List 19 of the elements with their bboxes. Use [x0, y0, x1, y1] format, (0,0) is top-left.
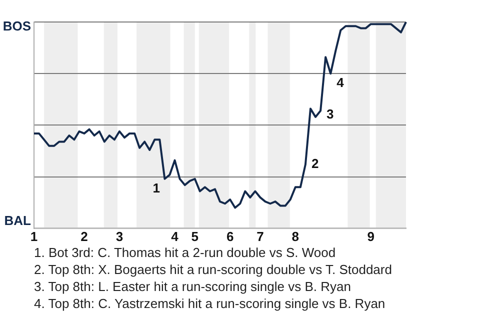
text: 4. Top 8th: C. Yastrzemski hit a run-scoring single vs B. Ryan: [34, 295, 386, 312]
x-tick-label: 2: [80, 228, 88, 244]
text: 2. Top 8th: X. Bogaerts hit a run-scoring double vs T. Stoddard: [34, 261, 393, 278]
x-tick-label: 8: [292, 228, 300, 244]
text: BAL: [4, 212, 32, 228]
text: 1. Bot 3rd: C. Thomas hit a 2-run double vs S. Wood: [34, 244, 337, 261]
annotation: 2: [311, 156, 319, 171]
annotation: 4: [336, 75, 345, 90]
x-tick-label: 7: [256, 228, 264, 244]
x-tick-label: 1: [30, 228, 38, 244]
text: 3. Top 8th: L. Easter hit a run-scoring single vs B. Ryan: [34, 278, 352, 295]
x-tick-label: 9: [367, 228, 374, 244]
annotation: 3: [326, 106, 334, 122]
x-tick-label: 4: [171, 228, 180, 244]
x-tick-label: 6: [226, 228, 234, 244]
text: BOS: [2, 18, 32, 34]
x-tick-label: 5: [191, 228, 198, 244]
annotation: 1: [152, 180, 160, 196]
x-tick-label: 3: [116, 228, 124, 244]
